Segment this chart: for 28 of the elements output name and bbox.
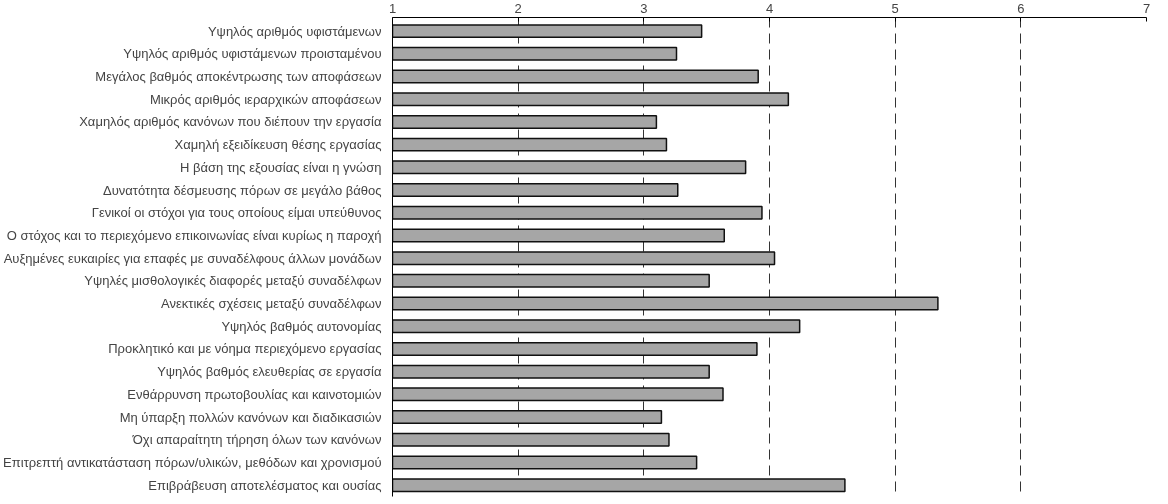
y-tick-label: Δυνατότητα δέσμευσης πόρων σε μεγάλο βάθος: [103, 182, 382, 198]
y-tick-label: Υψηλός βαθμός ελευθερίας σε εργασία: [157, 364, 382, 380]
x-tick-label: 7: [1142, 0, 1151, 16]
x-tick-label: 2: [514, 0, 522, 16]
x-tick-label: 5: [891, 0, 899, 16]
y-tick-label: Η βάση της εξουσίας είναι η γνώση: [180, 159, 382, 175]
y-tick-label: Ανεκτικές σχέσεις μεταξύ συναδέλφων: [161, 296, 382, 312]
x-tick-label: 3: [640, 0, 648, 16]
y-tick-label: Μικρός αριθμός ιεραρχικών αποφάσεων: [149, 91, 382, 107]
y-tick-label: Μεγάλος βαθμός αποκέντρωσης των αποφάσεων: [95, 69, 382, 85]
y-tick-label: Αυξημένες ευκαιρίες για επαφές με συναδέλφους άλλων μονάδων: [3, 250, 382, 266]
x-tick-label: 6: [1017, 0, 1025, 16]
x-tick-label: 1: [388, 0, 397, 16]
y-tick-label: Μη ύπαρξη πολλών κανόνων και διαδικασιών: [119, 409, 382, 425]
y-tick-label: Υψηλός αριθμός υφιστάμενων: [207, 23, 382, 39]
y-tick-label: Επιτρεπτή αντικατάσταση πόρων/υλικών, μεθόδων και χρονισμού: [3, 454, 382, 470]
y-tick-label: Όχι απαραίτητη τήρηση όλων των κανόνων: [131, 432, 382, 448]
y-tick-label: Γενικοί οι στόχοι για τους οποίους είμαι υπεύθυνος: [91, 205, 382, 221]
x-tick-label: 4: [765, 0, 774, 16]
y-tick-label: Υψηλός βαθμός αυτονομίας: [221, 318, 382, 334]
y-tick-label: Προκλητικό και με νόημα περιεχόμενο εργασίας: [108, 341, 382, 357]
y-tick-label: Ο στόχος και το περιεχόμενο επικοινωνίας είναι κυρίως η παροχή: [6, 227, 382, 243]
y-tick-label: Χαμηλή εξειδίκευση θέσης εργασίας: [174, 137, 382, 153]
y-tick-label: Χαμηλός αριθμός κανόνων που διέπουν την εργασία: [79, 114, 382, 130]
y-tick-label: Υψηλές μισθολογικές διαφορές μεταξύ συναδέλφων: [84, 273, 382, 289]
y-tick-label: Υψηλός αριθμός υφιστάμενων προισταμένου: [123, 46, 382, 62]
y-tick-label: Ενθάρρυνση πρωτοβουλίας και καινοτομιών: [127, 386, 382, 402]
y-tick-label: Επιβράβευση αποτελέσματος και ουσίας: [148, 477, 382, 493]
